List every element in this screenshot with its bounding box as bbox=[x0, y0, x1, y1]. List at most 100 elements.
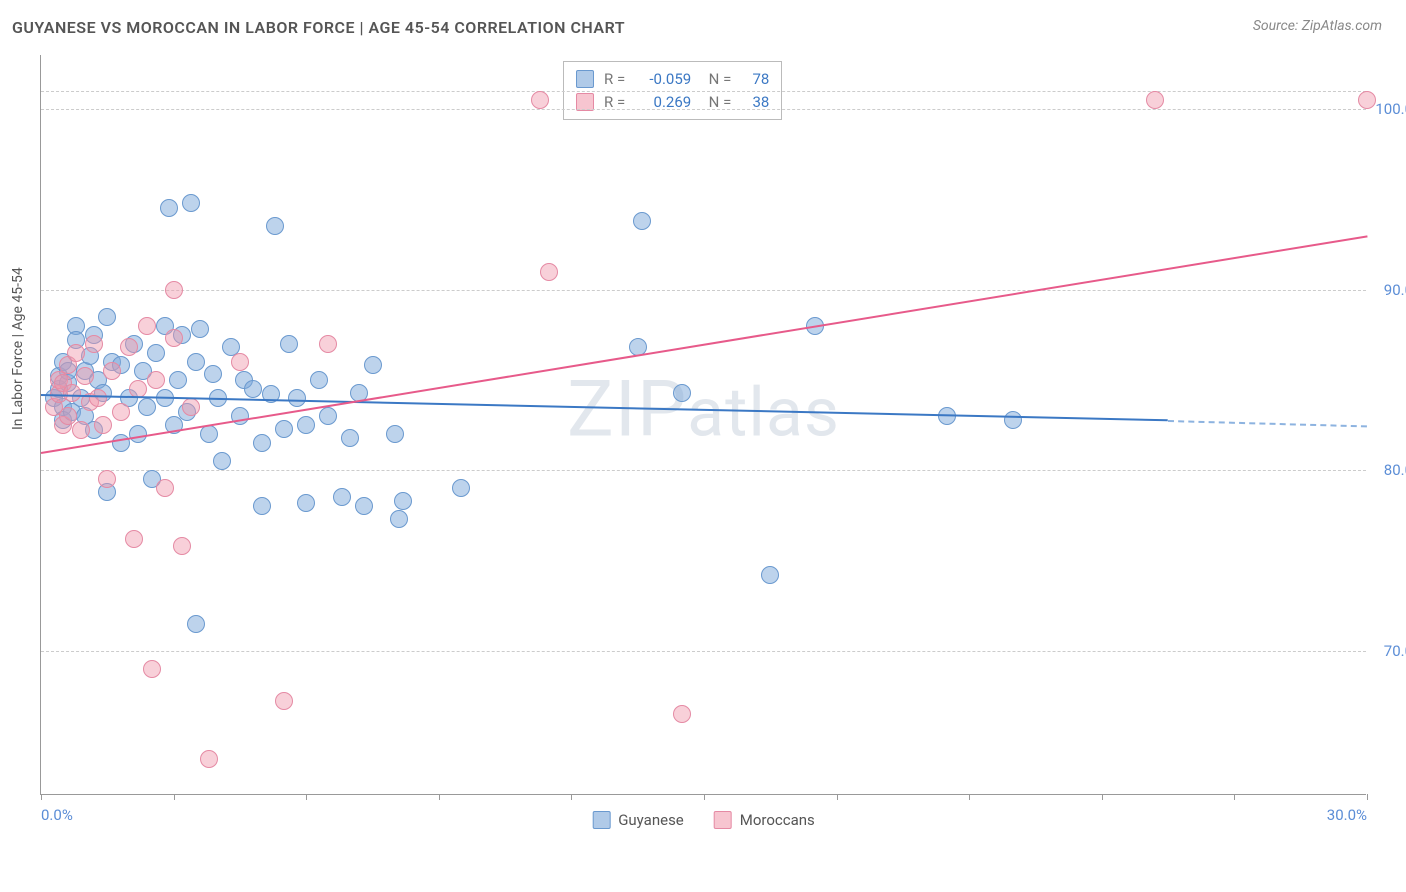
data-point bbox=[76, 367, 94, 385]
data-point bbox=[253, 434, 271, 452]
x-tick-mark bbox=[306, 794, 307, 800]
plot-area: ZIPatlas R = -0.059 N = 78 R = 0.269 N =… bbox=[40, 55, 1366, 795]
trend-line bbox=[1168, 420, 1367, 427]
data-point bbox=[288, 389, 306, 407]
data-point bbox=[98, 308, 116, 326]
data-point bbox=[231, 353, 249, 371]
legend-label: Guyanese bbox=[618, 811, 684, 829]
data-point bbox=[147, 344, 165, 362]
gridline bbox=[41, 290, 1366, 291]
data-point bbox=[673, 384, 691, 402]
y-tick-label: 80.0% bbox=[1384, 461, 1406, 479]
series-legend: Guyanese Moroccans bbox=[592, 811, 815, 829]
data-point bbox=[341, 429, 359, 447]
data-point bbox=[540, 263, 558, 281]
data-point bbox=[333, 488, 351, 506]
data-point bbox=[390, 510, 408, 528]
data-point bbox=[165, 329, 183, 347]
data-point bbox=[112, 403, 130, 421]
data-point bbox=[138, 398, 156, 416]
data-point bbox=[275, 420, 293, 438]
data-point bbox=[253, 497, 271, 515]
x-tick-mark bbox=[439, 794, 440, 800]
x-tick-label: 30.0% bbox=[1327, 806, 1367, 824]
trend-line bbox=[41, 394, 1168, 421]
data-point bbox=[1146, 91, 1164, 109]
data-point bbox=[297, 494, 315, 512]
data-point bbox=[1004, 411, 1022, 429]
n-label: N = bbox=[701, 68, 731, 91]
data-point bbox=[169, 371, 187, 389]
legend-row-guyanese: R = -0.059 N = 78 bbox=[576, 68, 769, 91]
data-point bbox=[187, 353, 205, 371]
data-point bbox=[147, 371, 165, 389]
data-point bbox=[191, 320, 209, 338]
y-tick-label: 90.0% bbox=[1384, 281, 1406, 299]
data-point bbox=[319, 335, 337, 353]
data-point bbox=[213, 452, 231, 470]
gridline bbox=[41, 470, 1366, 471]
data-point bbox=[275, 692, 293, 710]
data-point bbox=[165, 281, 183, 299]
y-tick-label: 100.0% bbox=[1375, 100, 1406, 118]
data-point bbox=[63, 384, 81, 402]
legend-item-moroccans: Moroccans bbox=[714, 811, 815, 829]
data-point bbox=[72, 421, 90, 439]
data-point bbox=[1358, 91, 1376, 109]
data-point bbox=[633, 212, 651, 230]
y-axis-label: In Labor Force | Age 45-54 bbox=[10, 267, 26, 430]
legend-item-guyanese: Guyanese bbox=[592, 811, 684, 829]
swatch-blue-icon bbox=[592, 811, 610, 829]
data-point bbox=[386, 425, 404, 443]
data-point bbox=[138, 317, 156, 335]
swatch-pink-icon bbox=[576, 93, 594, 111]
data-point bbox=[364, 356, 382, 374]
x-tick-mark bbox=[41, 794, 42, 800]
data-point bbox=[125, 530, 143, 548]
data-point bbox=[103, 362, 121, 380]
data-point bbox=[143, 660, 161, 678]
data-point bbox=[200, 750, 218, 768]
data-point bbox=[244, 380, 262, 398]
gridline bbox=[41, 651, 1366, 652]
r-label: R = bbox=[604, 68, 625, 91]
x-tick-label: 0.0% bbox=[41, 806, 73, 824]
swatch-blue-icon bbox=[576, 70, 594, 88]
data-point bbox=[310, 371, 328, 389]
data-point bbox=[761, 566, 779, 584]
data-point bbox=[319, 407, 337, 425]
n-value-guyanese: 78 bbox=[741, 68, 769, 91]
data-point bbox=[182, 194, 200, 212]
data-point bbox=[160, 199, 178, 217]
data-point bbox=[120, 338, 138, 356]
chart-title: GUYANESE VS MOROCCAN IN LABOR FORCE | AG… bbox=[12, 18, 625, 37]
data-point bbox=[67, 344, 85, 362]
swatch-pink-icon bbox=[714, 811, 732, 829]
x-tick-mark bbox=[837, 794, 838, 800]
data-point bbox=[89, 389, 107, 407]
x-tick-mark bbox=[704, 794, 705, 800]
data-point bbox=[297, 416, 315, 434]
data-point bbox=[156, 479, 174, 497]
data-point bbox=[280, 335, 298, 353]
gridline bbox=[41, 91, 1366, 92]
gridline bbox=[41, 109, 1366, 110]
data-point bbox=[173, 537, 191, 555]
data-point bbox=[112, 434, 130, 452]
y-tick-label: 70.0% bbox=[1384, 642, 1406, 660]
data-point bbox=[98, 470, 116, 488]
source-label: Source: ZipAtlas.com bbox=[1253, 18, 1382, 34]
data-point bbox=[394, 492, 412, 510]
x-tick-mark bbox=[571, 794, 572, 800]
data-point bbox=[85, 335, 103, 353]
data-point bbox=[182, 398, 200, 416]
x-tick-mark bbox=[1102, 794, 1103, 800]
x-tick-mark bbox=[1234, 794, 1235, 800]
data-point bbox=[200, 425, 218, 443]
data-point bbox=[531, 91, 549, 109]
data-point bbox=[673, 705, 691, 723]
x-tick-mark bbox=[174, 794, 175, 800]
x-tick-mark bbox=[1367, 794, 1368, 800]
x-tick-mark bbox=[969, 794, 970, 800]
chart-container: GUYANESE VS MOROCCAN IN LABOR FORCE | AG… bbox=[0, 0, 1406, 892]
